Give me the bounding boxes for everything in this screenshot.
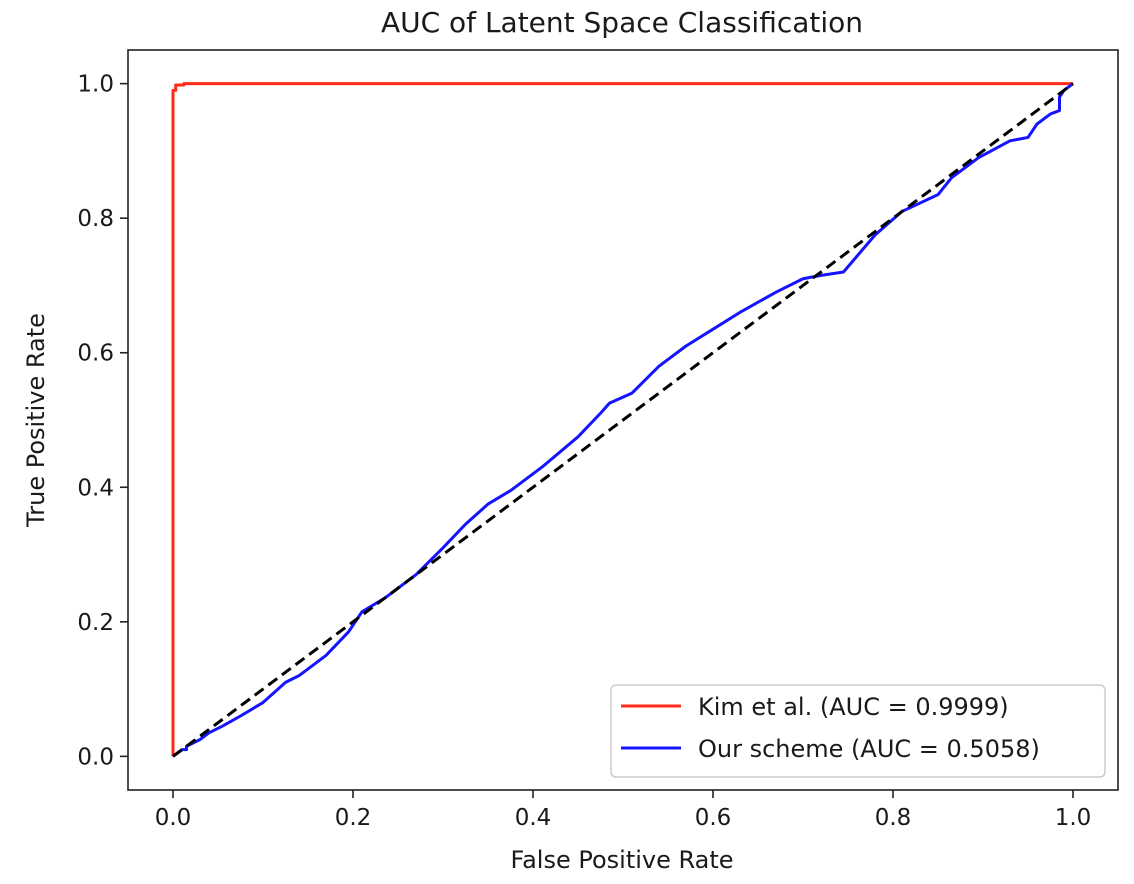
y-tick-label: 0.4	[77, 475, 114, 501]
x-tick-label: 0.2	[335, 805, 372, 831]
roc-curve-our-scheme	[172, 82, 1074, 758]
x-axis-label: False Positive Rate	[510, 846, 733, 874]
legend-label-our-scheme: Our scheme (AUC = 0.5058)	[698, 735, 1040, 763]
y-tick-label: 1.0	[77, 72, 114, 98]
x-tick-label: 0.6	[695, 805, 732, 831]
y-tick-label: 0.8	[77, 206, 114, 232]
legend-label-kim: Kim et al. (AUC = 0.9999)	[698, 693, 1009, 721]
x-axis-ticks: 0.0 0.2 0.4 0.6 0.8 1.0	[155, 790, 1092, 831]
plot-frame	[127, 49, 1119, 791]
y-tick-label: 0.0	[77, 744, 114, 770]
x-tick-label: 0.8	[875, 805, 912, 831]
plot-area	[171, 82, 1074, 758]
chance-diagonal	[172, 82, 1074, 758]
y-tick-label: 0.6	[77, 341, 114, 367]
x-tick-label: 1.0	[1055, 805, 1092, 831]
legend-box	[610, 684, 1106, 778]
x-tick-label: 0.0	[155, 805, 192, 831]
chart-title: AUC of Latent Space Classification	[381, 6, 863, 39]
roc-curve-kim	[171, 82, 1073, 757]
legend: Kim et al. (AUC = 0.9999) Our scheme (AU…	[610, 684, 1106, 778]
y-tick-label: 0.2	[77, 610, 114, 636]
x-tick-label: 0.4	[515, 805, 552, 831]
y-axis-ticks: 0.0 0.2 0.4 0.6 0.8 1.0	[77, 72, 128, 770]
y-axis-label: True Positive Rate	[22, 313, 50, 528]
